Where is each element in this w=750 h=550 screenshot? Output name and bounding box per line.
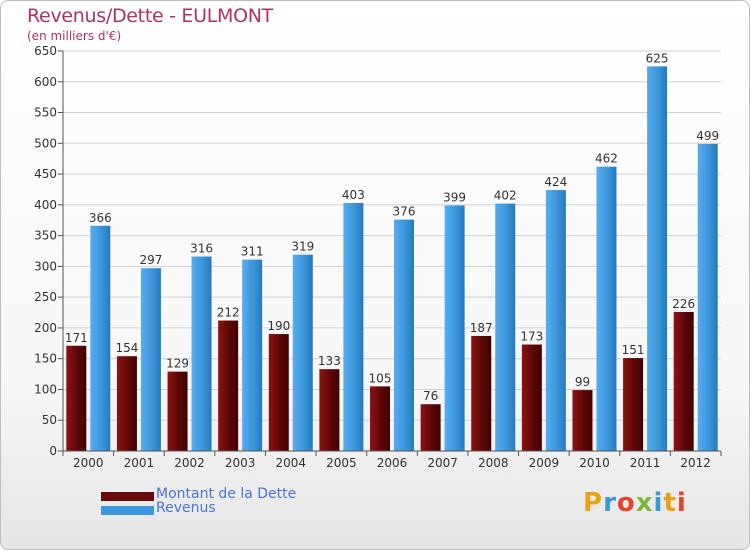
bar-revenus (140, 268, 161, 451)
value-label-debt: 154 (115, 341, 138, 355)
legend-label-revenus: Revenus (156, 500, 216, 516)
y-tick-label: 400 (34, 198, 57, 212)
x-tick-label: 2001 (124, 456, 155, 470)
value-label-revenus: 316 (190, 242, 213, 256)
bar-debt (673, 311, 694, 451)
value-label-revenus: 399 (443, 190, 466, 204)
bar-revenus (90, 225, 111, 451)
x-tick-label: 2002 (174, 456, 205, 470)
logo-letter: t (663, 488, 677, 518)
value-label-revenus: 297 (139, 253, 162, 267)
value-label-revenus: 376 (393, 205, 416, 219)
value-label-debt: 129 (166, 357, 189, 371)
legend-swatch-revenus (101, 506, 154, 515)
chart-title: Revenus/Dette - EULMONT (27, 5, 273, 27)
x-tick-label: 2009 (529, 456, 560, 470)
value-label-debt: 105 (369, 371, 392, 385)
x-tick-label: 2008 (478, 456, 509, 470)
bar-debt (623, 358, 644, 451)
value-label-debt: 173 (520, 330, 543, 344)
value-label-debt: 171 (65, 331, 88, 345)
logo-letter: i (676, 488, 687, 518)
x-tick-label: 2007 (427, 456, 458, 470)
bar-debt (370, 386, 390, 451)
y-tick-label: 150 (34, 352, 57, 366)
x-tick-label: 2006 (377, 456, 408, 470)
value-label-revenus: 366 (89, 211, 112, 225)
value-label-revenus: 625 (646, 51, 669, 65)
bar-revenus (545, 190, 566, 452)
value-label-revenus: 319 (291, 240, 314, 254)
x-tick-label: 2012 (680, 456, 711, 470)
x-tick-label: 2010 (579, 456, 610, 470)
value-label-revenus: 499 (696, 129, 719, 143)
bar-debt (66, 345, 87, 451)
y-tick-label: 250 (34, 290, 57, 304)
x-tick-label: 2000 (73, 456, 104, 470)
y-tick-label: 350 (34, 229, 57, 243)
y-tick-label: 100 (34, 382, 57, 396)
x-tick-label: 2005 (326, 456, 357, 470)
bar-revenus (647, 66, 668, 451)
value-label-debt: 187 (470, 321, 493, 335)
bar-revenus (242, 259, 263, 451)
proxiti-logo: Proxiti (583, 488, 687, 518)
bar-revenus (444, 205, 465, 451)
bar-debt (471, 335, 492, 451)
bar-debt (521, 344, 542, 451)
chart-subtitle: (en milliers d'€) (27, 29, 122, 43)
legend-label-debt: Montant de la Dette (156, 486, 297, 502)
y-tick-label: 650 (34, 44, 57, 58)
bar-revenus (697, 143, 718, 451)
grid-lines (63, 50, 721, 452)
value-label-revenus: 311 (241, 245, 264, 259)
value-label-revenus: 402 (494, 189, 517, 203)
bar-revenus (596, 166, 617, 451)
logo-letter: r (603, 488, 617, 518)
bar-debt (572, 390, 593, 451)
y-axis: 0 50 100 150 200 250 300 350 400 450 500 550 600 650 (34, 44, 64, 458)
bar-revenus (343, 203, 364, 451)
value-label-revenus: 462 (595, 152, 618, 166)
y-tick-label: 300 (34, 259, 57, 273)
x-tick-label: 2003 (225, 456, 256, 470)
x-axis: 2000 2001 2002 2003 2004 2005 2006 2007 2008 2009… (62, 450, 722, 470)
bar-debt (218, 320, 239, 451)
bar-revenus (394, 219, 414, 451)
value-label-debt: 151 (622, 343, 645, 357)
y-tick-label: 0 (49, 444, 57, 458)
bar-debt (268, 334, 289, 451)
logo-letter: o (616, 488, 636, 518)
value-label-debt: 190 (267, 319, 290, 333)
legend-swatch-debt (101, 492, 154, 501)
x-tick-label: 2011 (630, 456, 661, 470)
y-tick-label: 200 (34, 321, 57, 335)
bar-debt (167, 371, 188, 451)
bar-revenus (495, 203, 516, 451)
bar-revenus (292, 254, 313, 451)
value-label-revenus: 424 (544, 175, 567, 189)
y-tick-label: 500 (34, 136, 57, 150)
logo-letter: i (653, 488, 664, 518)
x-tick-label: 2004 (275, 456, 306, 470)
bar-debt (420, 404, 441, 451)
bar-revenus (191, 256, 212, 451)
logo-letter: x (635, 488, 654, 518)
bar-debt (116, 356, 137, 451)
bars: 171 366 154 297 129 316 212 311 190 319 133 403 105 3… (65, 51, 719, 452)
y-tick-label: 600 (34, 75, 57, 89)
value-label-revenus: 403 (342, 188, 365, 202)
value-label-debt: 99 (575, 375, 590, 389)
value-label-debt: 226 (672, 297, 695, 311)
y-tick-label: 50 (42, 413, 57, 427)
bar-debt (319, 369, 340, 451)
value-label-debt: 212 (217, 306, 240, 320)
logo-letter: P (583, 488, 604, 518)
value-label-debt: 133 (318, 354, 341, 368)
y-tick-label: 450 (34, 167, 57, 181)
y-tick-label: 550 (34, 106, 57, 120)
value-label-debt: 76 (423, 389, 438, 403)
